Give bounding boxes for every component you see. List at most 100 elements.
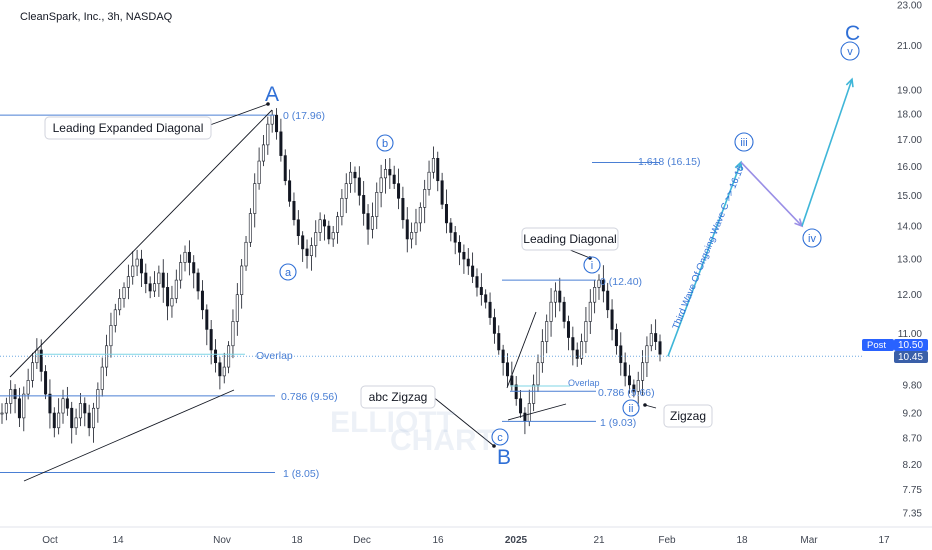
note-leading-expanded-diagonal[interactable]: Leading Expanded Diagonal	[44, 116, 212, 140]
candle-body	[471, 265, 475, 277]
fib-label-0-a: 0 (17.96)	[283, 110, 325, 122]
candle-body	[562, 301, 566, 322]
candle-body	[488, 301, 492, 318]
candle-body	[139, 258, 143, 274]
svg-text:Leading Expanded Diagonal: Leading Expanded Diagonal	[53, 121, 204, 135]
candle-body	[13, 389, 17, 400]
y-tick-label: 21.00	[897, 41, 922, 52]
candle-body	[645, 345, 649, 364]
wave-label-i: i	[583, 256, 601, 274]
projection-leg	[740, 161, 803, 227]
svg-text:iv: iv	[808, 233, 816, 245]
candle-body	[296, 219, 300, 237]
candle-body	[235, 294, 239, 322]
candle-body	[492, 317, 496, 334]
wave-label-C: C	[845, 22, 860, 45]
candle-body	[144, 272, 148, 285]
candle-body	[632, 384, 636, 392]
candle-body	[549, 301, 553, 322]
candle-body	[584, 321, 588, 342]
candle-body	[126, 276, 130, 288]
candle-body	[340, 198, 344, 217]
candle-body	[48, 393, 52, 414]
candle-body	[553, 290, 557, 303]
candle-body	[527, 403, 531, 422]
candle-body	[231, 321, 235, 347]
candle-body	[405, 219, 409, 240]
candle-body	[314, 232, 318, 246]
candle-body	[501, 349, 505, 364]
candle-body	[92, 407, 96, 429]
leading-diagonal-lower	[507, 403, 567, 421]
candle-body	[26, 380, 30, 395]
projection-leg	[667, 161, 742, 357]
x-tick-label: 18	[291, 535, 303, 546]
candle-body	[118, 298, 122, 311]
candle-body	[4, 403, 8, 414]
y-tick-label: 18.00	[897, 110, 922, 121]
candle-body	[532, 384, 536, 404]
candle-body	[593, 287, 597, 303]
candle-body	[261, 144, 265, 162]
candle-body	[431, 158, 435, 173]
svg-text:v: v	[847, 46, 853, 58]
diagonal-upper-line	[9, 109, 273, 378]
candle-body	[641, 362, 645, 381]
svg-text:10.45: 10.45	[898, 352, 923, 363]
candle-body	[379, 177, 383, 193]
candle-body	[344, 183, 348, 199]
candle-body	[192, 262, 196, 274]
note-pointer	[644, 404, 657, 409]
candle-body	[401, 198, 405, 221]
x-tick-label: 21	[593, 535, 605, 546]
y-tick-label: 9.80	[903, 380, 923, 391]
candle-body	[83, 403, 87, 414]
candle-body	[571, 337, 575, 351]
candle-body	[558, 290, 562, 303]
svg-text:iii: iii	[740, 137, 747, 149]
fib-label-0786-a: 0.786 (9.56)	[281, 391, 338, 403]
y-tick-label: 7.75	[903, 485, 923, 496]
svg-text:Leading Diagonal: Leading Diagonal	[523, 232, 616, 246]
wave-label-v: v	[840, 41, 860, 61]
note-zigzag[interactable]: Zigzag	[663, 404, 713, 428]
x-tick-label: Dec	[353, 535, 371, 546]
candle-body	[309, 245, 313, 256]
candle-body	[575, 349, 579, 359]
candle-body	[523, 412, 527, 422]
candle-body	[78, 403, 82, 419]
candle-body	[453, 232, 457, 243]
candle-body	[157, 272, 161, 285]
svg-text:ii: ii	[629, 403, 634, 415]
candle-body	[566, 321, 570, 338]
note-pointer-dot	[266, 102, 270, 106]
candle-body	[74, 417, 78, 429]
svg-text:a: a	[285, 267, 292, 279]
candle-body	[658, 341, 662, 355]
note-abc-zigzag[interactable]: abc Zigzag	[360, 385, 436, 409]
candle-body	[87, 412, 91, 429]
watermark-line2: CHART	[390, 424, 495, 457]
x-tick-label: Nov	[213, 535, 231, 546]
time-axis[interactable]: Oct 14 Nov 18 Dec 16 2025 21 Feb 18 Mar 17	[0, 526, 932, 546]
y-tick-label: 19.00	[897, 86, 922, 97]
y-tick-label: 14.00	[897, 222, 922, 233]
candle-body	[52, 412, 56, 429]
candle-body	[22, 393, 26, 419]
candle-body	[597, 279, 601, 288]
y-tick-label: 13.00	[897, 255, 922, 266]
last-price-badge: 10.50	[894, 339, 928, 351]
candle-body	[244, 241, 248, 267]
wave-label-iii: iii	[734, 132, 754, 152]
price-axis[interactable]: 23.00 21.00 19.00 18.00 17.00 16.00 15.00 14.00…	[897, 1, 922, 520]
candle-body	[414, 222, 418, 233]
candle-body	[427, 171, 431, 190]
candle-body	[449, 222, 453, 233]
svg-text:10.50: 10.50	[898, 340, 923, 351]
candle-body	[161, 272, 165, 288]
candle-body	[39, 349, 43, 372]
note-leading-diagonal[interactable]: Leading Diagonal	[521, 227, 619, 251]
projection-leg	[801, 78, 853, 227]
candle-body	[649, 333, 653, 347]
